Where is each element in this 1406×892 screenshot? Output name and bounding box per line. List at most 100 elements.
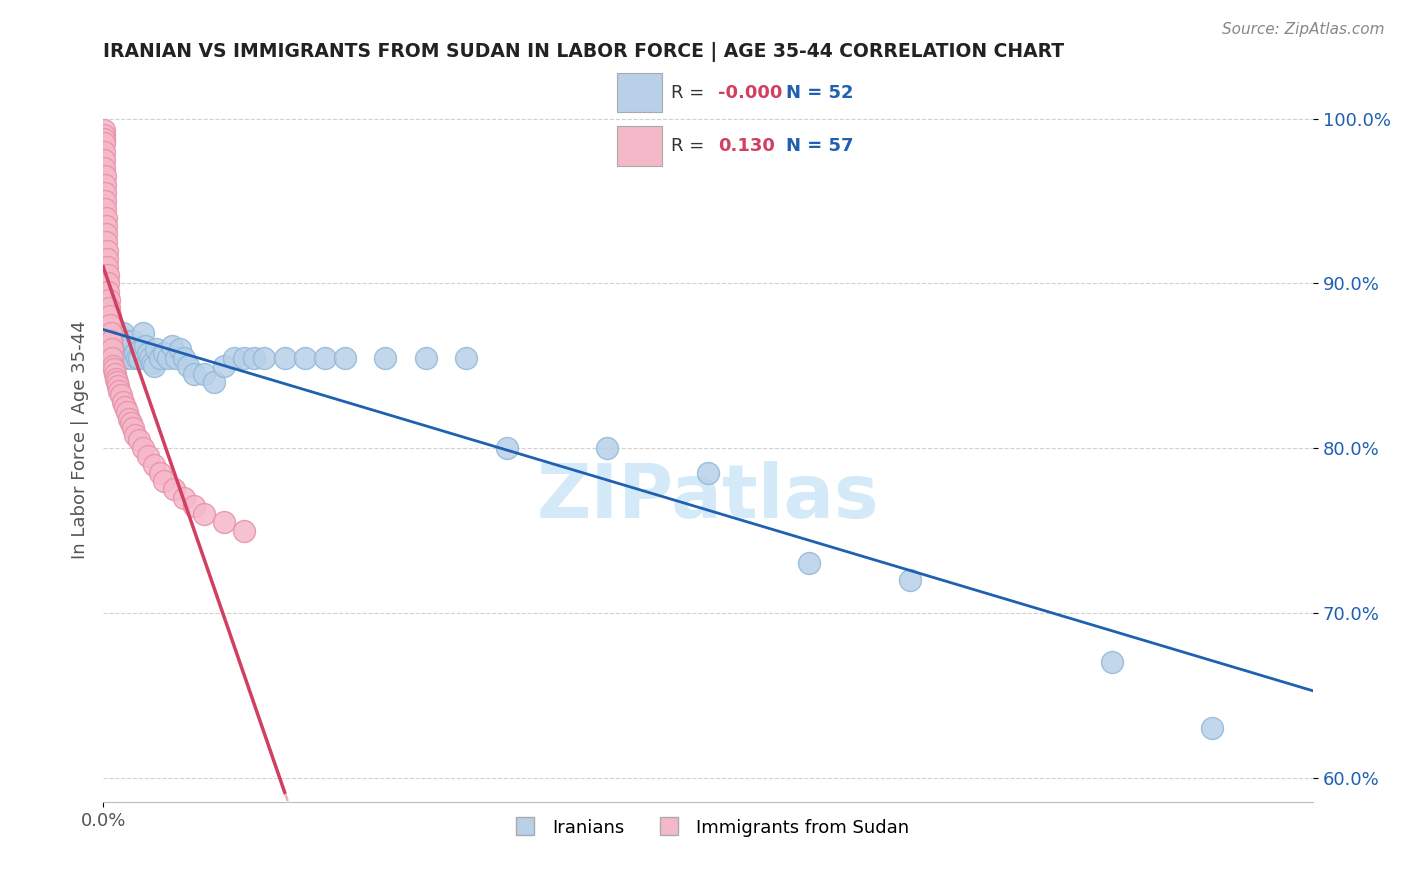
Text: N = 57: N = 57 (786, 137, 853, 155)
Point (333, 351, 356, 365)
Point (314, 351, 336, 365)
Point (93, 123, 115, 137)
Point (294, 351, 316, 365)
Point (94, 202, 117, 217)
Point (134, 339, 156, 353)
Point (156, 351, 179, 365)
Point (152, 345, 174, 359)
Point (212, 359, 235, 373)
Point (94, 211, 117, 225)
Point (96, 235, 118, 250)
Point (124, 345, 146, 359)
Point (163, 483, 186, 497)
Point (105, 339, 128, 353)
Point (93, 161, 115, 176)
Point (177, 359, 200, 373)
Point (374, 351, 396, 365)
Point (98, 318, 121, 332)
Text: -0.000: -0.000 (718, 84, 783, 102)
Text: R =: R = (671, 84, 710, 102)
Point (96, 244, 118, 258)
Point (93, 178, 115, 192)
Point (118, 411, 141, 425)
Point (142, 359, 165, 373)
Point (149, 351, 172, 365)
Point (98, 301, 121, 315)
Point (93, 169, 115, 184)
Point (114, 400, 136, 414)
Point (193, 367, 215, 381)
Text: Source: ZipAtlas.com: Source: ZipAtlas.com (1222, 22, 1385, 37)
FancyBboxPatch shape (617, 126, 662, 166)
Point (169, 343, 191, 357)
Point (96, 227, 118, 241)
Text: 0.130: 0.130 (718, 137, 775, 155)
Point (202, 376, 225, 390)
Point (142, 458, 165, 472)
Point (193, 507, 215, 521)
Point (173, 491, 195, 505)
Point (165, 351, 187, 365)
Point (97, 268, 120, 283)
Point (1101, 655, 1123, 669)
Point (173, 351, 195, 365)
Point (797, 557, 820, 571)
Point (136, 345, 159, 359)
Point (131, 343, 153, 357)
Point (141, 355, 163, 369)
Point (127, 351, 149, 365)
Point (93, 153, 115, 167)
Point (93, 136, 115, 151)
Point (149, 466, 172, 480)
Point (101, 351, 124, 365)
Legend: Iranians, Immigrants from Sudan: Iranians, Immigrants from Sudan (499, 812, 917, 844)
Point (93, 131, 115, 145)
Point (212, 516, 235, 530)
Point (108, 345, 131, 359)
Text: IRANIAN VS IMMIGRANTS FROM SUDAN IN LABOR FORCE | AGE 35-44 CORRELATION CHART: IRANIAN VS IMMIGRANTS FROM SUDAN IN LABO… (103, 42, 1064, 62)
Point (104, 367, 127, 381)
Point (898, 573, 921, 587)
Point (93, 128, 115, 143)
Point (108, 384, 131, 398)
Point (98, 310, 121, 324)
Point (120, 351, 142, 365)
Point (124, 428, 146, 442)
Point (100, 343, 122, 357)
Point (224, 351, 246, 365)
Point (273, 351, 295, 365)
Point (97, 285, 120, 299)
Point (103, 351, 125, 365)
Point (132, 326, 155, 340)
Point (697, 466, 720, 480)
Point (105, 376, 128, 390)
Point (97, 293, 120, 307)
Point (120, 417, 142, 431)
Point (160, 339, 183, 353)
Point (596, 441, 619, 455)
Point (110, 388, 132, 402)
Point (117, 405, 139, 419)
Point (1201, 721, 1223, 735)
Text: ZIPatlas: ZIPatlas (537, 461, 880, 534)
Point (183, 367, 205, 381)
Point (128, 351, 150, 365)
Point (112, 395, 135, 409)
Point (93, 145, 115, 159)
Point (456, 351, 478, 365)
Text: R =: R = (671, 137, 716, 155)
Point (104, 343, 127, 357)
FancyBboxPatch shape (617, 73, 662, 112)
Point (152, 474, 174, 488)
Point (415, 351, 437, 365)
Point (114, 351, 136, 365)
Y-axis label: In Labor Force | Age 35-44: In Labor Force | Age 35-44 (72, 320, 89, 559)
Point (122, 334, 145, 348)
Point (128, 433, 150, 447)
Point (145, 343, 167, 357)
Point (112, 326, 135, 340)
Point (97, 277, 120, 291)
Point (100, 326, 122, 340)
Point (103, 359, 125, 373)
Point (94, 219, 117, 233)
